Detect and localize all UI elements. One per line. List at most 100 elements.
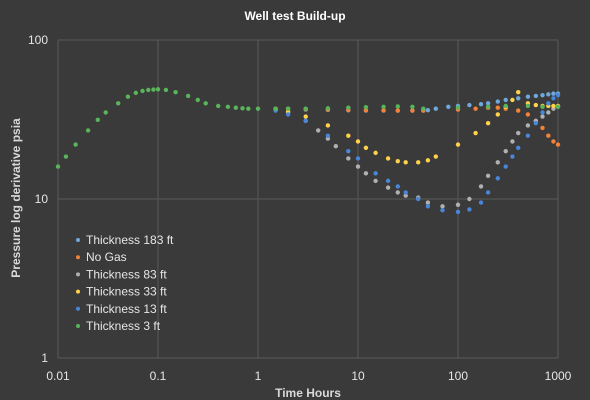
data-point: [540, 114, 545, 119]
data-point: [516, 96, 521, 101]
y-tick-label: 10: [35, 192, 49, 206]
x-tick-label: 10: [351, 369, 365, 383]
y-tick-label: 1: [41, 351, 48, 365]
data-point: [510, 154, 515, 159]
data-point: [403, 160, 408, 165]
data-point: [403, 190, 408, 195]
data-point: [185, 93, 191, 99]
data-point: [533, 93, 539, 99]
legend-label: Thickness 3 ft: [86, 319, 161, 333]
data-point: [540, 104, 545, 110]
data-point: [146, 87, 151, 93]
legend-marker: [76, 238, 80, 242]
data-point: [533, 102, 539, 108]
data-point: [503, 164, 508, 169]
data-point: [395, 108, 400, 113]
data-point: [425, 204, 431, 209]
data-point: [103, 110, 108, 115]
data-point: [355, 164, 361, 169]
legend-label: Thickness 83 ft: [86, 267, 167, 281]
data-point: [125, 94, 131, 99]
data-point: [455, 142, 461, 147]
chart-title: Well test Build-up: [244, 9, 345, 23]
data-point: [516, 130, 521, 136]
x-tick-label: 0.01: [46, 369, 70, 383]
data-point: [173, 89, 178, 95]
data-point: [555, 142, 561, 147]
data-point: [546, 101, 551, 106]
data-point: [503, 97, 508, 103]
x-tick-label: 1000: [545, 369, 572, 383]
data-point: [540, 110, 545, 115]
data-point: [233, 105, 239, 110]
data-point: [395, 158, 400, 164]
data-point: [485, 190, 491, 195]
data-point: [410, 104, 415, 110]
data-point: [325, 123, 331, 128]
data-point: [525, 123, 531, 128]
legend-label: Thickness 33 ft: [86, 285, 167, 299]
data-point: [140, 88, 145, 94]
data-point: [346, 133, 351, 138]
data-point: [467, 102, 472, 108]
legend-marker: [76, 289, 80, 294]
data-point: [216, 103, 221, 109]
data-point: [325, 133, 331, 138]
data-point: [355, 139, 361, 144]
data-point: [385, 156, 391, 161]
data-point: [363, 145, 369, 150]
data-point: [410, 108, 415, 113]
data-point: [151, 87, 156, 92]
data-point: [395, 190, 400, 195]
data-point: [425, 107, 431, 113]
legend-label: Thickness 183 ft: [86, 233, 174, 247]
series-no-gas: [273, 105, 561, 147]
data-point: [495, 99, 500, 104]
data-point: [478, 200, 484, 205]
data-point: [425, 158, 431, 163]
data-point: [373, 178, 378, 184]
data-point: [495, 105, 500, 110]
data-point: [555, 92, 561, 98]
data-point: [495, 176, 500, 181]
data-point: [503, 148, 508, 154]
legend-marker: [76, 255, 80, 260]
data-point: [225, 104, 231, 110]
data-point: [540, 125, 545, 131]
data-point: [155, 87, 161, 92]
data-point: [485, 173, 491, 178]
data-point: [55, 164, 61, 169]
data-point: [485, 120, 491, 126]
x-axis-label: Time Hours: [275, 386, 341, 400]
data-point: [473, 106, 478, 111]
data-point: [516, 108, 521, 113]
data-point: [546, 92, 551, 97]
data-point: [510, 97, 515, 103]
data-point: [303, 118, 308, 124]
data-point: [363, 104, 369, 110]
x-tick-label: 0.1: [150, 369, 167, 383]
data-point: [385, 185, 391, 190]
y-tick-label: 100: [28, 33, 48, 47]
legend-marker: [76, 272, 80, 277]
data-point: [95, 117, 100, 122]
data-point: [446, 104, 451, 110]
data-point: [373, 150, 378, 156]
data-point: [546, 110, 551, 115]
data-point: [240, 106, 245, 111]
data-point: [346, 156, 351, 161]
y-axis-label: Pressure log derivative psia: [9, 118, 23, 278]
data-point: [551, 139, 556, 144]
data-point: [85, 128, 91, 133]
data-point: [516, 89, 521, 95]
x-tick-label: 1: [255, 369, 262, 383]
data-point: [467, 196, 472, 202]
data-point: [525, 133, 531, 138]
data-point: [425, 200, 431, 205]
data-point: [63, 154, 69, 159]
data-point: [303, 114, 308, 119]
data-point: [525, 94, 531, 99]
data-point: [195, 97, 200, 103]
